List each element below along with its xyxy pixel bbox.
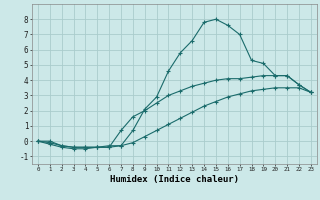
X-axis label: Humidex (Indice chaleur): Humidex (Indice chaleur)	[110, 175, 239, 184]
